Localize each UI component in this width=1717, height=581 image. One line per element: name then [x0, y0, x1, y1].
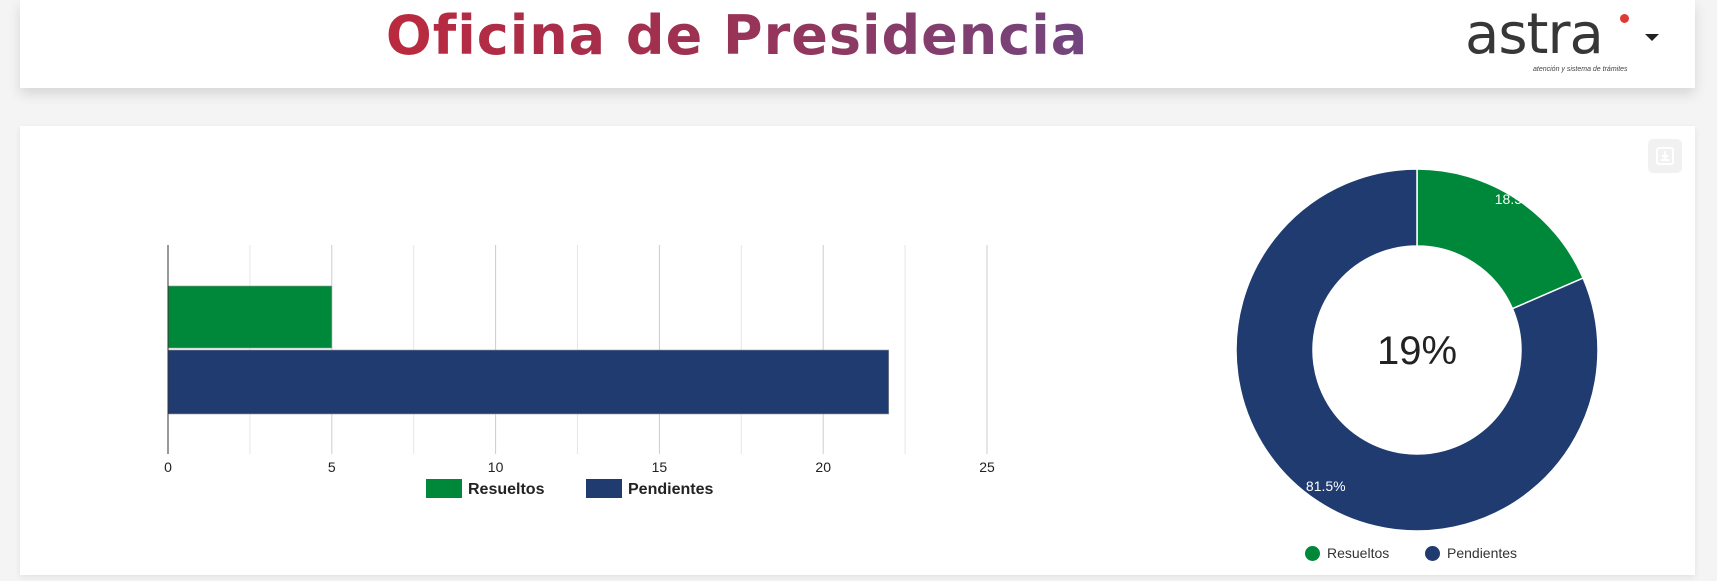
- slice-label: 81.5%: [1306, 478, 1346, 494]
- legend-swatch: [586, 479, 622, 498]
- legend-label-resueltos: Resueltos: [468, 481, 545, 498]
- header-bar: Oficina de Presidencia astra atención y …: [20, 0, 1695, 88]
- x-tick-label: 10: [488, 459, 504, 475]
- donut-slice-resueltos: [1416, 168, 1585, 310]
- astra-logo: astra atención y sistema de trámites: [1465, 2, 1635, 78]
- bar-chart: 0 5 10 15 20 25 Resueltos Pendientes: [164, 245, 995, 498]
- logo-text: astra: [1465, 2, 1604, 67]
- logo-tagline: atención y sistema de trámites: [1533, 66, 1628, 73]
- legend-label: Resueltos: [1327, 545, 1390, 561]
- caret-down-icon[interactable]: [1645, 34, 1659, 41]
- pie-legend-resueltos[interactable]: Resueltos: [1305, 545, 1389, 561]
- x-tick-label: 20: [815, 459, 831, 475]
- pie-legend-pendientes[interactable]: Pendientes: [1425, 545, 1517, 561]
- donut-slice-pendientes: [1235, 168, 1599, 532]
- x-tick-label: 0: [164, 459, 172, 475]
- slice-label: 18.5%: [1495, 191, 1535, 207]
- download-button[interactable]: [1648, 139, 1682, 173]
- x-tick-label: 25: [979, 459, 995, 475]
- donut-center-label: 19%: [1377, 329, 1457, 373]
- legend-label-pendientes: Pendientes: [628, 481, 713, 498]
- legend-dot-icon: [1425, 545, 1440, 561]
- bar-pendientes: [167, 349, 890, 415]
- logo-dot-icon: [1620, 14, 1629, 23]
- legend-dot-icon: [1305, 545, 1320, 561]
- legend-label: Pendientes: [1447, 545, 1518, 561]
- legend-swatch: [426, 479, 462, 498]
- x-tick-label: 15: [652, 459, 668, 475]
- x-tick-label: 5: [328, 459, 336, 475]
- download-icon: [1656, 147, 1674, 165]
